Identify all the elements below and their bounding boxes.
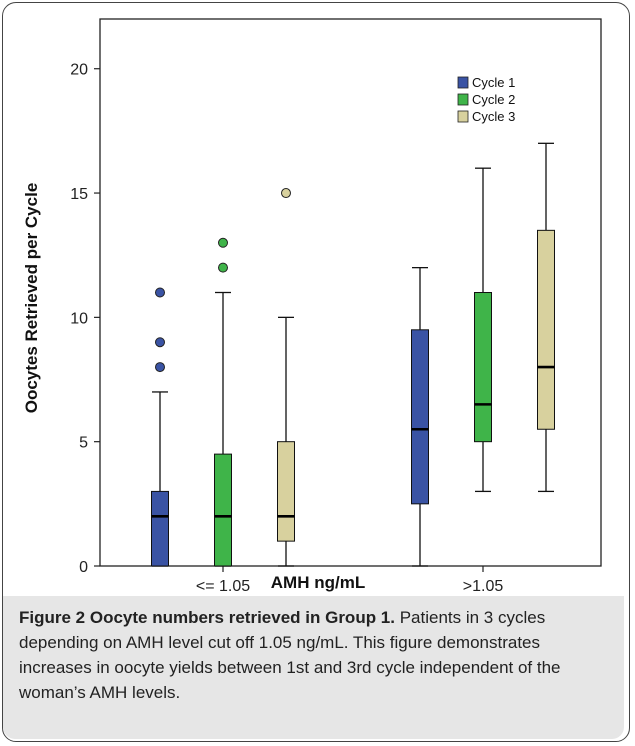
caption-text: Patients in 3 cycles depending on AMH le… [19,608,561,702]
y-axis-label: Oocytes Retrieved per Cycle [22,183,41,414]
outlier-point [218,237,228,248]
y-tick-label: 20 [70,62,88,79]
figure-caption: Figure 2 Oocyte numbers retrieved in Gro… [3,596,624,739]
x-axis-label: AMH ng/mL [271,573,365,592]
y-tick-label: 10 [70,310,88,327]
outlier-point [155,287,165,298]
outlier-point [218,262,228,273]
box-cycle-2 [474,292,492,443]
legend-swatch [457,93,469,106]
legend-label: Cycle 3 [472,109,515,124]
plot-frame [99,18,602,567]
outlier-point [281,188,291,199]
y-tick-label: 5 [79,435,88,452]
boxplot-chart: 0 5 10 15 20 <= 1.05 >1.05 Cycle 1 Cycle 2 Cycle … [22,18,602,595]
outlier-point [155,362,165,373]
box-cycle-2 [214,453,232,567]
legend-swatch [457,110,469,123]
box-cycle-3 [537,229,555,430]
x-tick-label: >1.05 [463,578,504,595]
legend-label: Cycle 2 [472,92,515,107]
legend-swatch [457,76,469,89]
caption-title: Figure 2 Oocyte numbers retrieved in Gro… [19,608,395,627]
box-cycle-1 [411,329,429,505]
y-tick-label: 0 [79,559,88,576]
y-tick-label: 15 [70,186,88,203]
box-cycle-1 [151,490,169,567]
legend-label: Cycle 1 [472,75,515,90]
outlier-point [155,337,165,348]
box-cycle-3 [277,441,295,542]
x-tick-label: <= 1.05 [196,578,250,595]
